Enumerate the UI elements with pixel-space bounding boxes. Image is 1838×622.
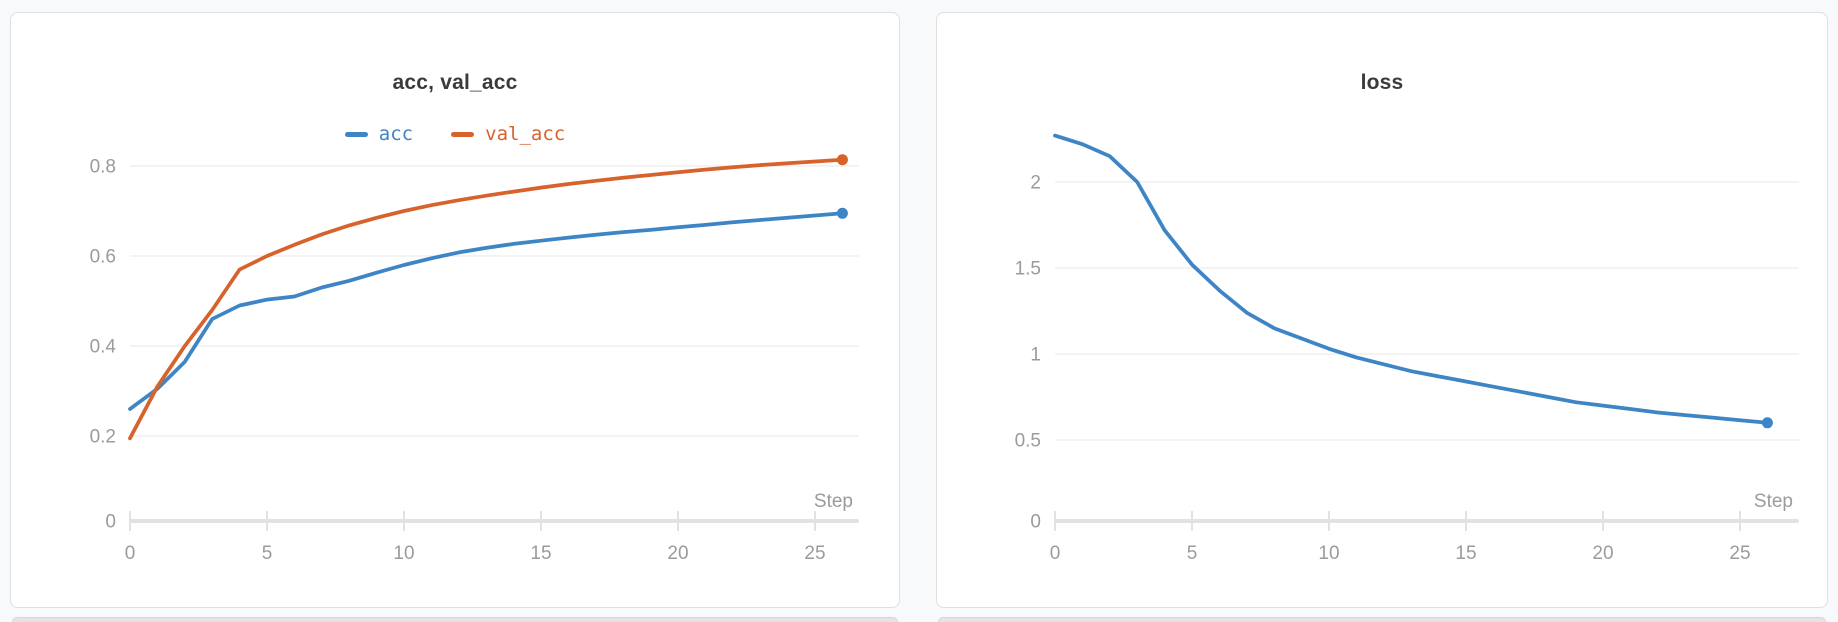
x-tick-label: 0	[125, 543, 136, 564]
x-tick-label: 10	[1318, 543, 1339, 564]
gridlines	[1055, 181, 1799, 441]
y-tick-label: 1	[1030, 345, 1041, 366]
acc-val-acc-line-chart: 0 5 10 15 20 25 0 0.2 0.4 0.6 0.8 Step	[90, 154, 859, 564]
y-tick-label: 0.6	[90, 247, 116, 268]
y-tick-label: 2	[1030, 173, 1041, 194]
x-axis-label: Step	[1754, 491, 1793, 512]
loss-line-chart: 0 5 10 15 20 25 0 0.5 1 1.5 2 Step	[1015, 133, 1799, 564]
y-tick-label: 0.8	[90, 157, 116, 178]
chart-title: acc, val_acc	[392, 71, 518, 94]
next-row-panel-edge	[12, 617, 898, 622]
legend-swatch-acc	[344, 131, 368, 137]
y-tick-label: 0	[1030, 512, 1041, 533]
legend-item-val_acc: val_acc	[451, 122, 566, 145]
x-tick-label: 15	[1455, 543, 1476, 564]
legend-label: val_acc	[485, 122, 566, 145]
endpoint-marker-acc	[836, 207, 848, 219]
chart-title: loss	[1360, 71, 1404, 94]
x-tick-label: 15	[530, 543, 551, 564]
series-line-loss	[1053, 133, 1770, 425]
gridlines	[130, 165, 859, 437]
x-tick-label: 25	[804, 543, 825, 564]
x-axis	[1054, 511, 1799, 531]
endpoint-marker-val_acc	[836, 154, 848, 166]
panel-acc-val-acc[interactable]: acc, val_acc acc val_acc 0 5 10 15 20 25 0 0.2 0.…	[10, 12, 900, 608]
y-tick-label: 0.2	[90, 427, 116, 448]
x-axis-label: Step	[814, 491, 853, 512]
panel-loss[interactable]: loss 0 5 10 15 20 25 0 0.5 1 1.5 2 Step	[936, 12, 1828, 608]
legend: acc val_acc	[11, 121, 899, 147]
y-tick-label: 0.5	[1015, 431, 1041, 452]
y-tick-label: 0.4	[90, 337, 117, 358]
legend-item-acc: acc	[344, 122, 414, 145]
next-row-panel-edge	[938, 617, 1826, 622]
x-tick-label: 25	[1729, 543, 1750, 564]
y-tick-label: 1.5	[1015, 259, 1041, 280]
x-tick-label: 10	[393, 543, 414, 564]
y-tick-labels: 0 0.5 1 1.5 2	[1015, 173, 1041, 533]
x-tick-label: 20	[1592, 543, 1613, 564]
y-tick-label: 0	[105, 512, 116, 533]
legend-label: acc	[378, 122, 414, 145]
x-tick-labels: 0 5 10 15 20 25	[1050, 543, 1751, 564]
x-tick-label: 20	[667, 543, 688, 564]
series-line-val_acc	[128, 157, 845, 441]
series-line-acc	[128, 211, 845, 411]
x-tick-label: 0	[1050, 543, 1061, 564]
x-axis	[129, 511, 859, 531]
legend-swatch-val_acc	[451, 131, 475, 137]
y-tick-labels: 0 0.2 0.4 0.6 0.8	[90, 157, 117, 533]
x-tick-label: 5	[1187, 543, 1198, 564]
x-tick-labels: 0 5 10 15 20 25	[125, 543, 826, 564]
x-tick-label: 5	[262, 543, 273, 564]
endpoint-marker-loss	[1761, 417, 1773, 429]
